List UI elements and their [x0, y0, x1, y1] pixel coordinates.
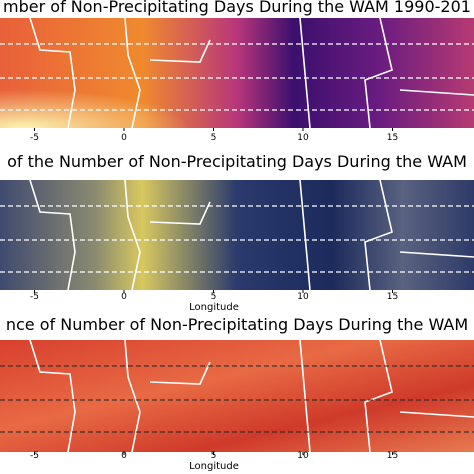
x-tick-label: 0 — [121, 451, 127, 461]
x-tick-label: 5 — [211, 133, 217, 143]
country-border — [29, 339, 474, 453]
x-tick-label: 10 — [297, 133, 309, 143]
x-tick-label: -5 — [30, 292, 39, 302]
map-panel-2: of the Number of Non-Precipitating Days … — [0, 152, 474, 291]
x-axis-label: Longitude — [189, 302, 239, 313]
x-tick-label: 10 — [297, 451, 309, 461]
x-tick-label: 15 — [387, 133, 398, 143]
country-border — [29, 179, 474, 291]
panel-title: of the Number of Non-Precipitating Days … — [7, 152, 467, 171]
x-tick-label: 5 — [211, 451, 217, 461]
x-tick-label: 5 — [211, 292, 217, 302]
map-panel-1: mber of Non-Precipitating Days During th… — [0, 0, 474, 129]
x-tick-label: 10 — [297, 292, 309, 302]
x-tick-label: 15 — [387, 292, 398, 302]
x-axis-label: Longitude — [189, 461, 239, 472]
map-image — [0, 340, 474, 452]
x-tick-label: 15 — [387, 451, 398, 461]
x-tick-label: 0 — [121, 133, 127, 143]
x-tick-label: -5 — [30, 133, 39, 143]
x-tick-label: 0 — [121, 292, 127, 302]
x-tick-label: -5 — [30, 451, 39, 461]
country-border — [29, 17, 474, 129]
panel-title: mber of Non-Precipitating Days During th… — [3, 0, 471, 16]
panel-title: nce of Number of Non-Precipitating Days … — [6, 315, 468, 334]
map-panel-3: nce of Number of Non-Precipitating Days … — [0, 315, 474, 453]
